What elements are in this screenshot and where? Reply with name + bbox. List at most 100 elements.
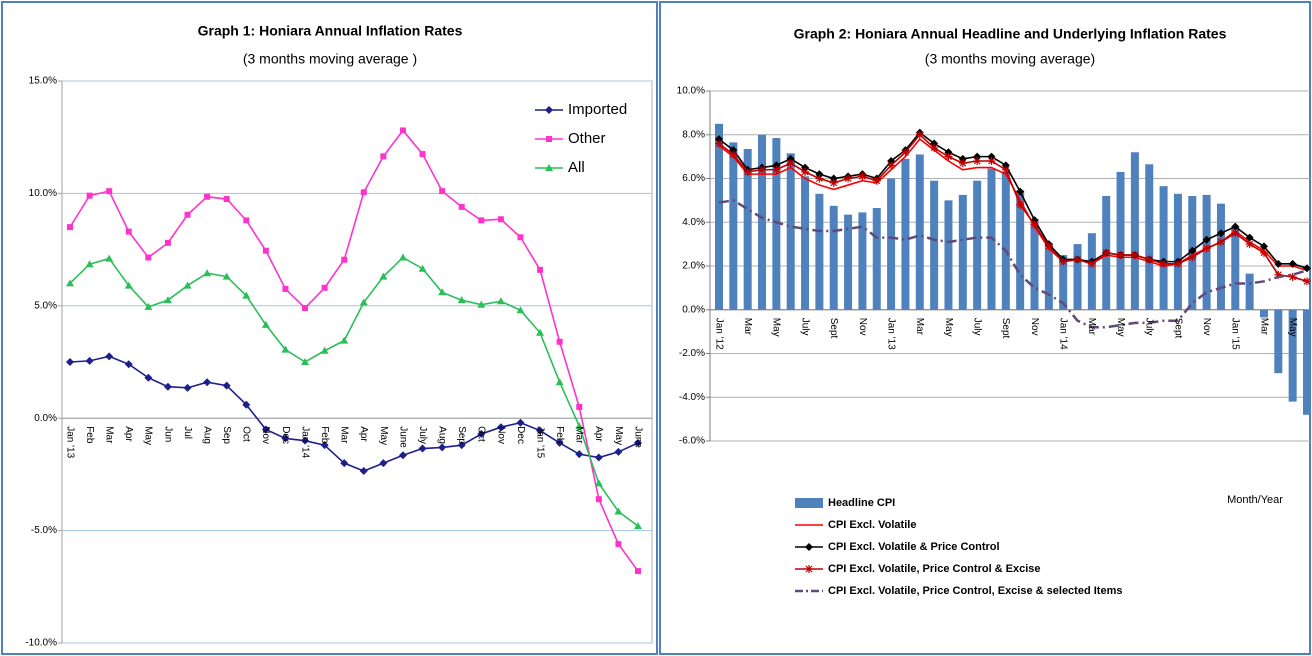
marker — [66, 279, 74, 287]
marker — [516, 306, 525, 314]
x-tick-label: Mar — [1086, 318, 1097, 336]
marker — [478, 217, 485, 224]
marker — [1130, 251, 1139, 260]
marker — [743, 167, 752, 176]
marker — [222, 381, 231, 390]
x-tick-label: Feb — [319, 426, 330, 444]
marker — [438, 288, 447, 296]
x-tick-label: July — [799, 318, 810, 336]
x-tick-label: June — [632, 426, 643, 448]
bar — [1087, 233, 1096, 310]
x-tick-label: July — [1144, 318, 1155, 336]
y-tick-label: 5.0% — [34, 300, 57, 311]
bar — [1303, 309, 1311, 415]
bar — [915, 154, 924, 310]
marker — [242, 400, 251, 409]
marker — [594, 479, 603, 487]
marker — [1202, 235, 1211, 244]
marker — [340, 459, 349, 468]
marker — [1159, 259, 1168, 268]
marker — [634, 438, 642, 447]
marker — [1073, 255, 1082, 264]
marker — [594, 453, 603, 462]
x-tick-label: Feb — [554, 426, 565, 444]
marker — [124, 360, 133, 369]
bar — [729, 142, 738, 310]
bar — [758, 134, 767, 310]
legend-label: CPI Excl. Volatile, Price Control & Exci… — [828, 563, 1041, 575]
marker — [517, 234, 524, 241]
marker — [321, 284, 328, 291]
marker — [1145, 255, 1154, 264]
marker — [555, 378, 564, 386]
marker — [595, 496, 602, 503]
x-tick-label: Nov — [857, 318, 868, 336]
bar — [772, 138, 781, 310]
marker — [66, 358, 74, 366]
x-tick-label: Jan '13 — [64, 426, 75, 458]
marker — [398, 451, 407, 460]
bar — [887, 178, 896, 310]
bar — [1044, 243, 1053, 310]
legend-label: Headline CPI — [828, 497, 895, 509]
chart-subtitle: (3 months moving average) — [925, 51, 1095, 67]
x-tick-label: Sept — [1000, 318, 1011, 339]
marker — [1231, 222, 1240, 231]
marker — [106, 188, 113, 195]
y-tick-label: 10.0% — [29, 188, 57, 199]
marker — [1016, 200, 1025, 209]
x-tick-label: June — [397, 426, 408, 448]
chart-title: Graph 1: Honiara Annual Inflation Rates — [198, 23, 463, 39]
legend-marker — [805, 565, 813, 573]
x-tick-label: Aug — [201, 426, 212, 444]
y-tick-label: 6.0% — [682, 173, 705, 184]
bar — [958, 194, 967, 310]
marker — [1202, 244, 1211, 253]
x-tick-label: Sept — [1172, 318, 1183, 339]
bar — [858, 212, 867, 310]
marker — [359, 298, 368, 306]
legend-label: CPI Excl. Volatile, Price Control, Excis… — [828, 585, 1122, 597]
bar — [930, 180, 939, 310]
y-tick-label: -5.0% — [31, 525, 57, 536]
marker — [815, 174, 824, 183]
chart: Graph 2: Honiara Annual Headline and Und… — [677, 26, 1311, 597]
marker — [261, 320, 270, 328]
marker — [1303, 264, 1311, 273]
marker — [85, 260, 94, 268]
marker — [379, 272, 388, 280]
legend-marker — [546, 136, 552, 142]
marker — [497, 216, 504, 223]
bar — [1016, 190, 1025, 310]
marker — [575, 422, 584, 430]
marker — [457, 441, 466, 450]
marker — [1188, 246, 1197, 255]
marker — [987, 157, 996, 165]
marker — [439, 188, 446, 195]
x-tick-label: Mar — [339, 426, 350, 444]
marker — [1087, 259, 1096, 268]
x-tick-label: Jun — [162, 426, 173, 442]
y-tick-label: -2.0% — [679, 348, 705, 359]
x-axis-label: Month/Year — [1227, 494, 1283, 506]
marker — [458, 203, 465, 210]
bar — [1274, 309, 1283, 374]
marker — [1245, 240, 1254, 249]
marker — [715, 139, 723, 148]
marker — [320, 346, 329, 354]
marker — [1216, 237, 1225, 246]
marker — [380, 153, 387, 160]
y-tick-label: 2.0% — [682, 261, 705, 272]
marker — [105, 254, 114, 262]
marker — [105, 352, 114, 361]
panel-border — [1, 1, 658, 655]
marker — [1259, 242, 1268, 251]
bar — [801, 176, 810, 310]
marker — [340, 336, 349, 344]
y-tick-label: 4.0% — [682, 217, 705, 228]
bar — [872, 208, 881, 310]
x-tick-label: Jan '15 — [534, 426, 545, 458]
marker — [281, 345, 290, 353]
bar — [829, 205, 838, 310]
marker — [575, 450, 584, 459]
